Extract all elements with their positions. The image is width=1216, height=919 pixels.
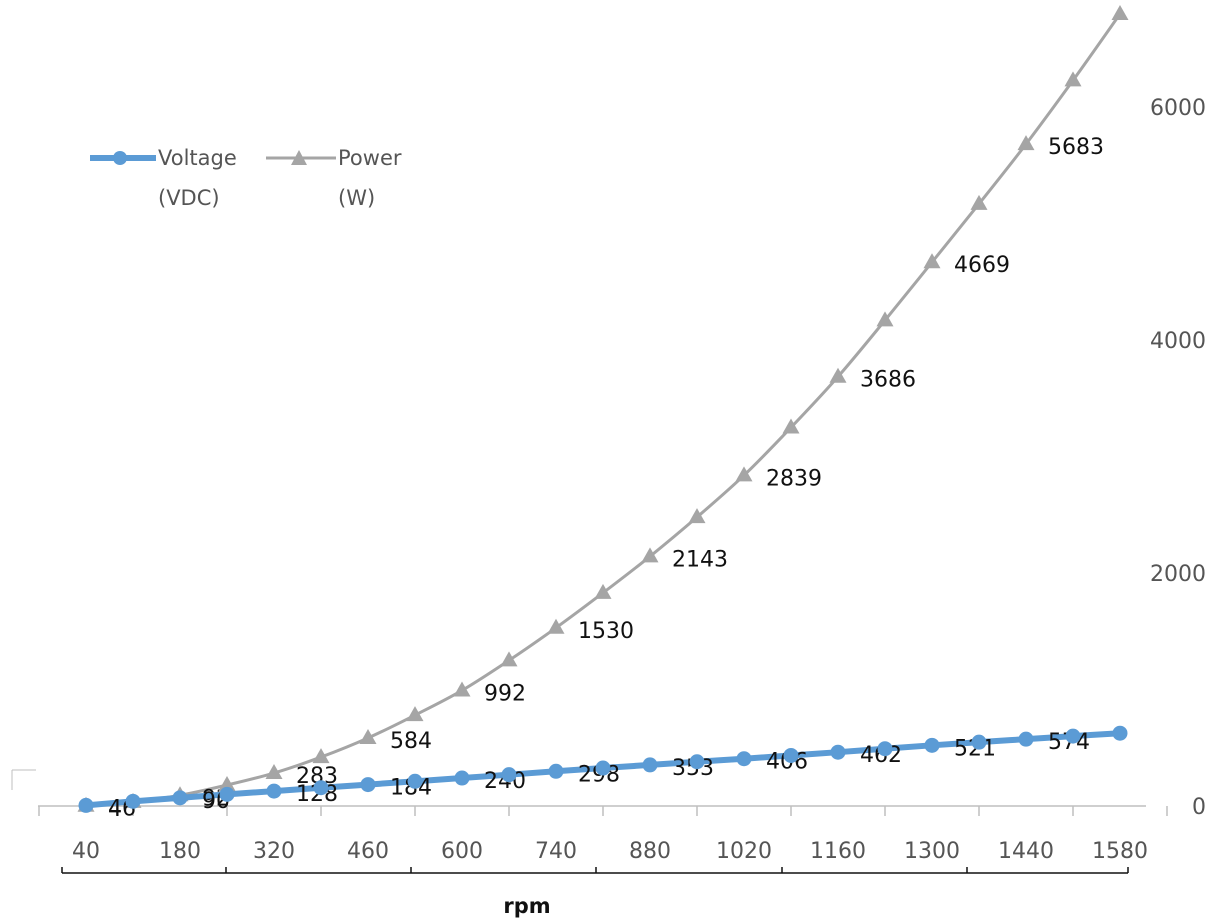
voltage-point (1065, 728, 1081, 744)
voltage-point (689, 754, 705, 770)
x-tick-label: 320 (253, 839, 295, 864)
power-point (735, 466, 753, 482)
power-data-label: 1530 (578, 619, 634, 644)
y-tick-labels: 0 2000 4000 6000 (1150, 96, 1206, 820)
legend: Voltage (VDC) Power (W) (90, 146, 402, 210)
legend-marker-voltage (113, 151, 127, 165)
power-point (547, 618, 565, 634)
voltage-point (172, 790, 188, 806)
power-point (829, 367, 847, 383)
power-point (312, 748, 330, 764)
voltage-point (595, 760, 611, 776)
power-point (1111, 5, 1129, 20)
voltage-point (266, 783, 282, 799)
x-tick-label: 1300 (904, 839, 960, 864)
x-tick-label: 880 (629, 839, 671, 864)
voltage-point (877, 741, 893, 757)
voltage-point (78, 797, 94, 813)
x-tick-label: 1020 (716, 839, 772, 864)
x-tick-label: 180 (159, 839, 201, 864)
legend-label-voltage-line2: (VDC) (158, 186, 220, 210)
voltage-point (971, 734, 987, 750)
voltage-point (125, 793, 141, 809)
y-tick-label: 0 (1192, 795, 1206, 820)
power-point (406, 706, 424, 722)
power-point (218, 776, 236, 792)
x-tick-label: 1440 (998, 839, 1054, 864)
x-tick-label: 740 (535, 839, 577, 864)
voltage-point (313, 780, 329, 796)
power-data-label: 992 (484, 681, 526, 706)
voltage-point (407, 773, 423, 789)
power-point (453, 681, 471, 697)
category-bracket (11, 769, 1129, 874)
x-tick-label: 40 (72, 839, 100, 864)
power-point (876, 311, 894, 327)
y-tick-label: 2000 (1150, 562, 1206, 587)
x-tick-label: 1160 (810, 839, 866, 864)
power-data-label: 4669 (954, 253, 1010, 278)
x-axis-title: rpm (503, 894, 550, 918)
power-point (688, 508, 706, 524)
power-point (359, 728, 377, 744)
power-point (594, 583, 612, 599)
legend-label-power-line1: Power (338, 146, 402, 170)
voltage-point (1018, 731, 1034, 747)
power-point (1064, 71, 1082, 87)
x-tick-label: 460 (347, 839, 389, 864)
legend-item-power: Power (W) (266, 146, 402, 210)
voltage-point (783, 747, 799, 763)
x-tick-labels: 40 180 320 460 600 740 880 1020 1160 1300 1440 1580 (72, 839, 1148, 864)
x-tick-label: 600 (441, 839, 483, 864)
power-data-label: 5683 (1048, 135, 1104, 160)
y-tick-label: 6000 (1150, 96, 1206, 121)
voltage-point (924, 737, 940, 753)
x-ticks (38, 806, 1168, 816)
voltage-point (736, 751, 752, 767)
power-point (1017, 135, 1035, 151)
voltage-point (642, 757, 658, 773)
legend-label-voltage-line1: Voltage (158, 146, 237, 170)
voltage-point (548, 763, 564, 779)
voltage-point (501, 767, 517, 783)
voltage-point (1112, 725, 1128, 741)
series-line-power (84, 12, 1122, 808)
power-point (782, 418, 800, 434)
power-data-label: 2143 (672, 547, 728, 572)
voltage-point (454, 770, 470, 786)
power-point (265, 764, 283, 780)
legend-item-voltage: Voltage (VDC) (90, 146, 237, 210)
legend-marker-power (291, 150, 307, 165)
power-data-label: 3686 (860, 368, 916, 393)
axes: 40 180 320 460 600 740 880 1020 1160 1300 1440 1580… (38, 96, 1206, 864)
power-data-label: 584 (390, 729, 432, 754)
power-point (923, 253, 941, 269)
power-point (970, 194, 988, 210)
voltage-point (830, 744, 846, 760)
power-point (500, 651, 518, 667)
y-tick-label: 4000 (1150, 329, 1206, 354)
x-tick-label: 1580 (1092, 839, 1148, 864)
power-point (641, 547, 659, 563)
power-data-label: 2839 (766, 466, 822, 491)
voltage-point (219, 786, 235, 802)
voltage-point (360, 777, 376, 793)
legend-label-power-line2: (W) (338, 186, 375, 210)
series-voltage: 46 90 128 184 240 298 353 406 462 521 574 (78, 725, 1128, 821)
